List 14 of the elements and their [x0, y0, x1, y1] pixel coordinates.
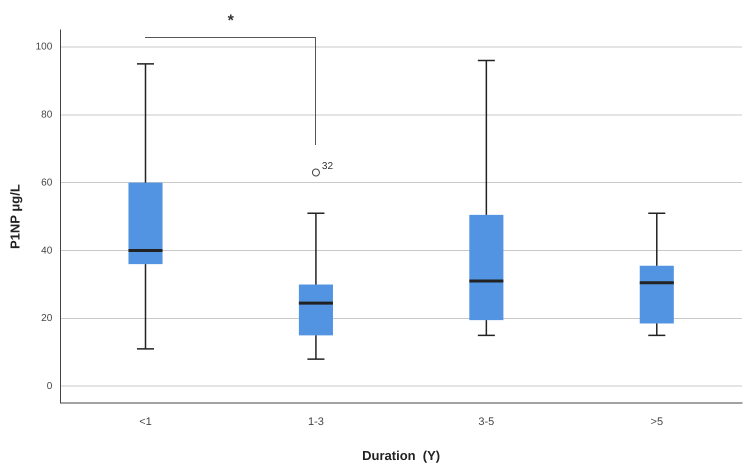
- x-axis-title: Duration (Y): [362, 448, 440, 463]
- y-tick-label: 60: [41, 177, 53, 188]
- y-tick-label: 20: [41, 313, 53, 324]
- y-tick-label: 80: [41, 110, 53, 121]
- x-tick-label: >5: [650, 416, 664, 428]
- text: *: [228, 12, 235, 30]
- y-tick-label: 40: [41, 245, 53, 256]
- x-tick-label: 1-3: [308, 416, 324, 428]
- y-axis-title: P1NP μg/L: [7, 184, 22, 249]
- y-tick-label: 0: [46, 380, 53, 392]
- x-tick-label: 3-5: [478, 416, 494, 428]
- annotation: 32: [322, 161, 334, 172]
- x-tick-label: <1: [139, 416, 152, 428]
- y-tick-label: 100: [36, 42, 53, 53]
